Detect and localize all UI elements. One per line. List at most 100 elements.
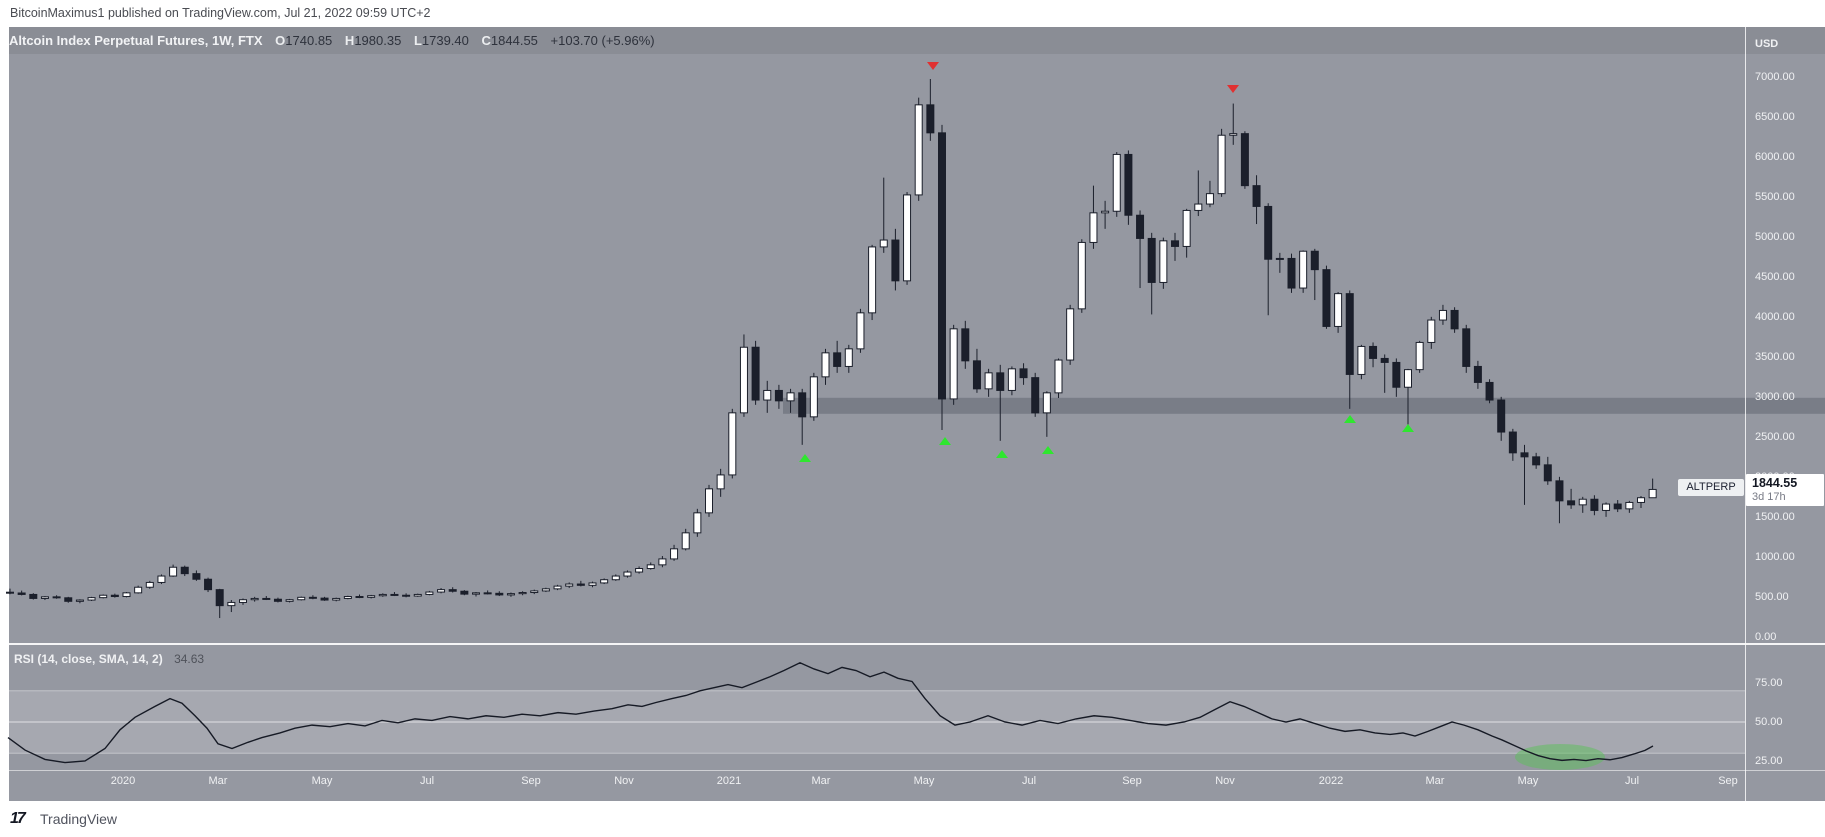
candle-body (483, 592, 492, 595)
candle-body (1438, 309, 1447, 321)
price-axis-tick: 1500.00 (1755, 511, 1795, 523)
candle-body (821, 352, 830, 378)
candle-body (308, 596, 317, 599)
candle-body (285, 599, 294, 602)
candle-body (1159, 240, 1168, 283)
candle-body (728, 412, 737, 476)
candle-body (1473, 365, 1482, 383)
rsi-oversold-highlight (1515, 744, 1605, 770)
candle-body (1555, 480, 1564, 502)
candle-body (1112, 153, 1121, 212)
candle-body (29, 593, 38, 599)
candle-body (903, 194, 912, 282)
candle-body (1229, 133, 1238, 136)
candle-body (262, 597, 271, 600)
rsi-legend: RSI (14, close, SMA, 14, 2) 34.63 (14, 652, 204, 666)
candle-body (518, 592, 527, 595)
time-axis-label: Mar (1425, 775, 1445, 787)
candle-body (1520, 452, 1529, 458)
candle-body (64, 597, 73, 602)
candle-body (239, 599, 247, 603)
candle-body (1532, 456, 1541, 466)
candle-body (1264, 205, 1273, 260)
candle-body (658, 558, 667, 566)
candle-body (891, 239, 900, 282)
candle-body (87, 597, 96, 601)
time-axis-label: May (913, 775, 935, 787)
candle-body (868, 246, 877, 314)
candle-body (460, 590, 469, 595)
time-axis-label: May (311, 775, 333, 787)
candle-body (448, 589, 457, 592)
candle-body (1497, 399, 1506, 433)
candle-body (180, 566, 189, 575)
candle-body (1042, 392, 1051, 414)
candle-body (1427, 319, 1436, 343)
candle-body (856, 312, 865, 350)
candle-body (1089, 212, 1098, 243)
last-price-value: 1844.55 (1752, 476, 1798, 490)
candle-body (425, 591, 434, 595)
candle-body (1357, 345, 1366, 375)
candle-body (1334, 293, 1343, 327)
low-label: L (413, 33, 422, 48)
time-axis-label: May (1517, 775, 1539, 787)
buy-signal-arrow-icon (1344, 415, 1356, 423)
close-value: 1844.55 (490, 33, 538, 48)
candle-body (611, 575, 620, 581)
buy-signal-arrow-icon (996, 450, 1008, 458)
candle-body (1205, 193, 1214, 205)
candle-body (1054, 359, 1063, 394)
candle-body (693, 512, 702, 534)
price-axis-tick: 500.00 (1755, 591, 1789, 603)
candle-body (75, 599, 84, 602)
candle-body (1415, 341, 1424, 371)
candle-body (786, 392, 795, 402)
candle-body (1508, 431, 1517, 454)
time-axis-label: Mar (811, 775, 831, 787)
sell-signal-arrow-icon (1227, 85, 1239, 93)
candle-body (716, 474, 725, 490)
candle-body (1077, 241, 1086, 310)
candle-body (926, 104, 935, 134)
candle-body (1252, 185, 1261, 207)
time-axis-label: Jul (419, 775, 435, 787)
low-value: 1739.40 (421, 33, 469, 48)
candle-body (1171, 240, 1179, 247)
candle-body (1625, 501, 1634, 510)
candle-body (472, 592, 480, 595)
candle-body (110, 594, 119, 598)
candle-body (1485, 381, 1494, 401)
rsi-axis-tick: 75.00 (1755, 677, 1783, 689)
candle-body (1182, 209, 1191, 247)
candle-body (600, 579, 609, 584)
price-axis-tick: 4000.00 (1755, 311, 1795, 323)
candle-body (1287, 257, 1296, 289)
candle-body (1322, 269, 1331, 327)
time-axis-label: 2020 (110, 775, 136, 787)
candle-body (1299, 250, 1308, 289)
last-price-symbol-badge: ALTPERP (1678, 479, 1744, 496)
candle-body (413, 593, 422, 597)
tradingview-brand-text[interactable]: TradingView (40, 811, 118, 827)
candle-body (17, 592, 26, 595)
high-label: H (344, 33, 355, 48)
candle-body (52, 596, 61, 599)
price-axis-tick: 4500.00 (1755, 271, 1795, 283)
candle-body (495, 592, 504, 596)
price-axis-tick: 3500.00 (1755, 351, 1795, 363)
candle-body (1031, 377, 1040, 414)
candle-body (1019, 368, 1028, 379)
candle-body (145, 581, 154, 588)
tradingview-logo-icon[interactable]: 17 (10, 810, 26, 827)
candle-body (1136, 214, 1145, 239)
candle-body (1613, 503, 1622, 510)
publish-bar: BitcoinMaximus1 published on TradingView… (0, 0, 1825, 27)
candle-body (576, 583, 585, 586)
pane-separator (9, 643, 1825, 645)
candle-body (250, 597, 259, 601)
candle-body (40, 596, 49, 599)
candle-body (227, 601, 236, 607)
time-axis-label: Jul (1021, 775, 1037, 787)
